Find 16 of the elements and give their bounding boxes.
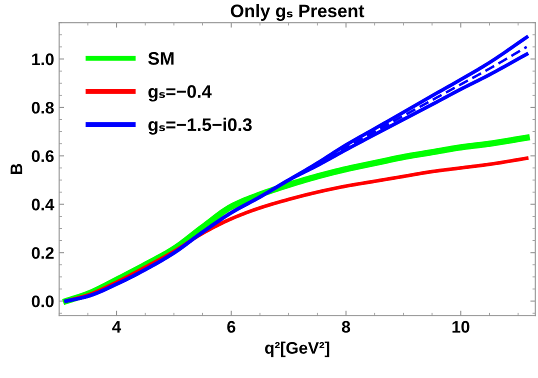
y-axis-title: B [10,164,22,174]
x-tick-label: 4 [112,321,122,333]
x-tick-label: 6 [227,320,236,333]
y-tick-label: 0.2 [32,247,54,259]
x-tick-label: 10 [452,320,470,333]
y-tick-label: 0.8 [32,102,54,114]
y-tick-label: 0.6 [32,150,54,162]
y-tick-label: 0.4 [32,198,54,210]
legend-label: gₛ=−0.4 [148,85,212,102]
legend-label: SM [148,52,174,65]
x-tick-label: 8 [342,320,350,333]
y-tick-label: 0.0 [32,296,54,308]
y-tick-label: 1.0 [32,53,54,66]
legend-label: gₛ=−1.5−i0.3 [148,118,252,135]
x-axis-title: q²[GeV²] [265,342,330,358]
chart-title: Only gₛ Present [230,4,364,21]
